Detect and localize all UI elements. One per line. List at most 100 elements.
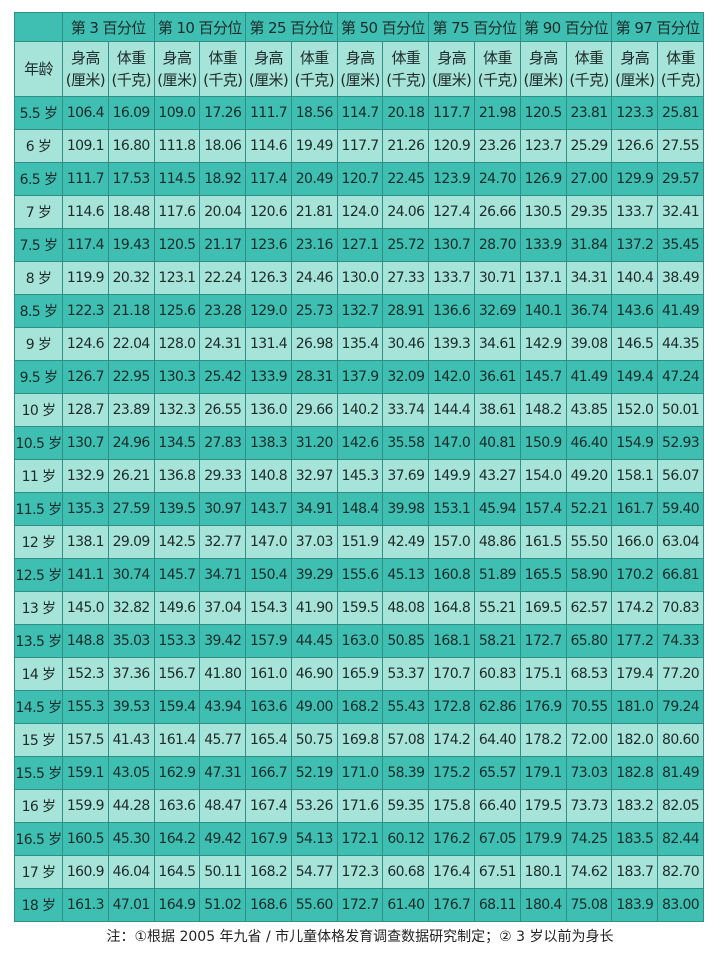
height-cell: 137.2 — [611, 228, 659, 262]
height-cell: 165.4 — [245, 723, 292, 757]
unit-header-row: 年龄 身高 (厘米) 体重 (千克) 身高 (厘米) 体重 (千克) 身高 (厘米) 体重 (千克) 身… — [14, 41, 704, 97]
age-cell: 9 岁 — [14, 327, 63, 361]
weight-cell: 47.24 — [657, 360, 704, 394]
height-cell: 163.0 — [336, 624, 384, 658]
weight-cell: 37.36 — [107, 657, 155, 691]
table-row: 17 岁 160.9 46.04 164.5 50.11 168.2 54.77 172.3 6… — [14, 855, 704, 889]
height-cell: 123.1 — [153, 261, 201, 295]
height-cell: 164.2 — [153, 822, 201, 856]
height-cell: 120.5 — [519, 96, 567, 130]
height-cell: 177.2 — [611, 624, 659, 658]
percentile-header: 第 75 百分位 — [428, 12, 521, 42]
height-cell: 142.5 — [153, 525, 201, 559]
height-cell: 170.7 — [428, 657, 476, 691]
weight-cell: 67.51 — [474, 855, 521, 889]
weight-cell: 66.40 — [474, 789, 521, 823]
height-cell: 120.5 — [153, 228, 201, 262]
height-cell: 174.2 — [428, 723, 476, 757]
weight-cell: 20.32 — [107, 261, 155, 295]
height-cell: 176.2 — [428, 822, 476, 856]
percentile-header-row: 第 3 百分位第 10 百分位第 25 百分位第 50 百分位第 75 百分位第… — [14, 12, 704, 42]
height-cell: 159.5 — [336, 591, 384, 625]
weight-cell: 65.80 — [565, 624, 613, 658]
height-cell: 156.7 — [153, 657, 201, 691]
height-cell: 168.6 — [245, 888, 292, 922]
weight-cell: 35.03 — [107, 624, 155, 658]
height-cell: 160.9 — [62, 855, 109, 889]
age-cell: 8.5 岁 — [14, 294, 63, 328]
height-cell: 126.6 — [611, 129, 659, 163]
weight-cell: 29.09 — [107, 525, 155, 559]
age-cell: 6 岁 — [14, 129, 63, 163]
height-cell: 168.2 — [245, 855, 292, 889]
height-cell: 181.0 — [611, 690, 659, 724]
weight-cell: 30.46 — [382, 327, 430, 361]
weight-cell: 29.33 — [199, 459, 247, 493]
weight-cell: 43.94 — [199, 690, 247, 724]
weight-cell: 27.55 — [657, 129, 704, 163]
height-cell: 138.1 — [62, 525, 109, 559]
weight-cell: 80.60 — [657, 723, 704, 757]
age-cell: 18 岁 — [14, 888, 63, 922]
age-cell: 11 岁 — [14, 459, 63, 493]
table-row: 9.5 岁 126.7 22.95 130.3 25.42 133.9 28.31 137.9… — [14, 360, 704, 394]
weight-unit-header: 体重 (千克) — [107, 41, 155, 97]
percentile-header: 第 50 百分位 — [336, 12, 430, 42]
height-cell: 150.4 — [245, 558, 292, 592]
weight-cell: 43.05 — [107, 756, 155, 790]
height-cell: 145.3 — [336, 459, 384, 493]
weight-cell: 74.62 — [565, 855, 613, 889]
height-cell: 147.0 — [245, 525, 292, 559]
height-cell: 106.4 — [62, 96, 109, 130]
weight-cell: 60.83 — [474, 657, 521, 691]
weight-cell: 49.00 — [290, 690, 338, 724]
table-row: 12 岁 138.1 29.09 142.5 32.77 147.0 37.03 151.9 4… — [14, 525, 704, 559]
height-cell: 111.7 — [62, 162, 109, 196]
weight-cell: 34.31 — [565, 261, 613, 295]
height-cell: 182.0 — [611, 723, 659, 757]
height-cell: 133.9 — [245, 360, 292, 394]
height-cell: 126.9 — [519, 162, 567, 196]
height-cell: 148.8 — [62, 624, 109, 658]
height-cell: 137.9 — [336, 360, 384, 394]
height-cell: 145.0 — [62, 591, 109, 625]
height-cell: 149.6 — [153, 591, 201, 625]
table-row: 12.5 岁 141.1 30.74 145.7 34.71 150.4 39.29 155.… — [14, 558, 704, 592]
weight-cell: 39.98 — [382, 492, 430, 526]
weight-cell: 68.11 — [474, 888, 521, 922]
height-cell: 140.8 — [245, 459, 292, 493]
height-cell: 170.2 — [611, 558, 659, 592]
weight-cell: 51.89 — [474, 558, 521, 592]
height-cell: 154.9 — [611, 426, 659, 460]
weight-cell: 22.45 — [382, 162, 430, 196]
height-cell: 149.4 — [611, 360, 659, 394]
table-row: 7 岁 114.6 18.48 117.6 20.04 120.6 21.81 124.0 24… — [14, 195, 704, 229]
weight-cell: 27.33 — [382, 261, 430, 295]
weight-cell: 70.83 — [657, 591, 704, 625]
weight-cell: 50.75 — [290, 723, 338, 757]
weight-cell: 60.12 — [382, 822, 430, 856]
table-row: 7.5 岁 117.4 19.43 120.5 21.17 123.6 23.16 127.1… — [14, 228, 704, 262]
weight-cell: 72.00 — [565, 723, 613, 757]
weight-cell: 26.66 — [474, 195, 521, 229]
height-cell: 114.6 — [62, 195, 109, 229]
weight-cell: 19.43 — [107, 228, 155, 262]
weight-cell: 46.04 — [107, 855, 155, 889]
age-cell: 12.5 岁 — [14, 558, 63, 592]
age-cell: 7.5 岁 — [14, 228, 63, 262]
height-cell: 167.4 — [245, 789, 292, 823]
weight-cell: 74.25 — [565, 822, 613, 856]
height-unit-header: 身高 (厘米) — [62, 41, 109, 97]
weight-cell: 74.33 — [657, 624, 704, 658]
height-cell: 109.0 — [153, 96, 201, 130]
height-cell: 179.4 — [611, 657, 659, 691]
weight-cell: 22.24 — [199, 261, 247, 295]
weight-cell: 31.84 — [565, 228, 613, 262]
height-cell: 157.0 — [428, 525, 476, 559]
weight-cell: 24.31 — [199, 327, 247, 361]
height-cell: 183.2 — [611, 789, 659, 823]
height-cell: 128.7 — [62, 393, 109, 427]
height-cell: 175.2 — [428, 756, 476, 790]
weight-cell: 47.01 — [107, 888, 155, 922]
weight-cell: 32.82 — [107, 591, 155, 625]
